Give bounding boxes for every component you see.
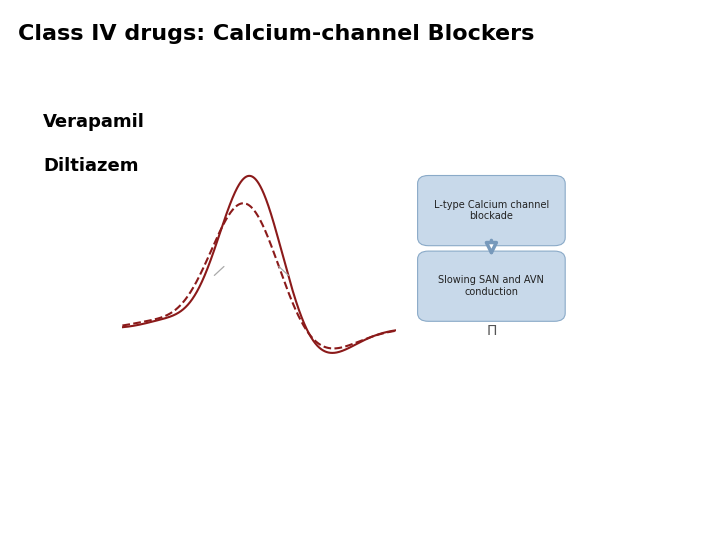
Text: Diltiazem: Diltiazem (43, 157, 139, 174)
Text: Class IV drugs: Calcium-channel Blockers: Class IV drugs: Calcium-channel Blockers (18, 24, 534, 44)
Text: Π: Π (486, 324, 497, 338)
Text: Verapamil: Verapamil (43, 113, 145, 131)
FancyBboxPatch shape (418, 251, 565, 321)
Text: Slowing SAN and AVN
conduction: Slowing SAN and AVN conduction (438, 275, 544, 297)
Text: L-type Calcium channel
blockade: L-type Calcium channel blockade (433, 200, 549, 221)
FancyBboxPatch shape (418, 176, 565, 246)
